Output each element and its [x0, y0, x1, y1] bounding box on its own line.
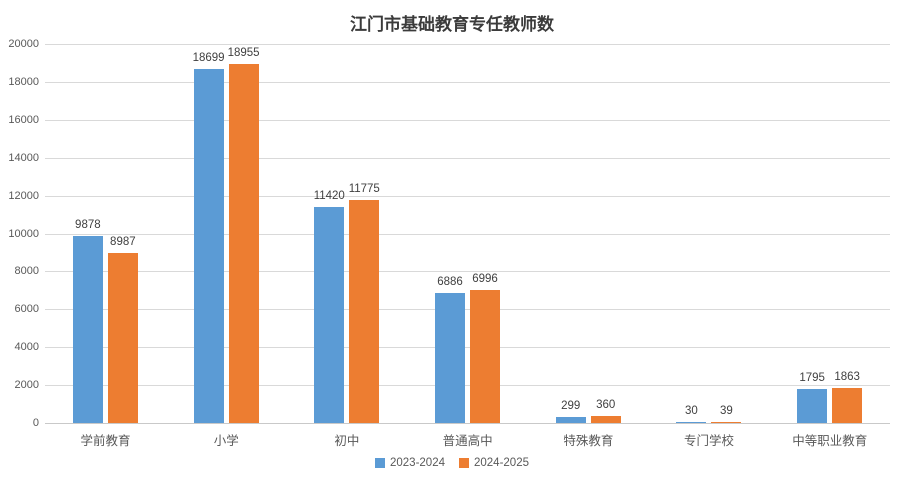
bar-value-label: 18955	[227, 46, 260, 59]
bar-2023-2024	[435, 292, 465, 423]
legend: 2023-2024 2024-2025	[0, 457, 904, 469]
y-tick-label: 0	[32, 417, 39, 429]
category-label: 初中	[334, 434, 360, 448]
bar-2024-2025	[832, 387, 863, 423]
x-axis-line	[45, 423, 890, 424]
bar-2024-2025	[228, 63, 259, 423]
y-tick-label: 10000	[8, 227, 39, 240]
chart-title: 江门市基础教育专任教师数	[350, 15, 554, 35]
category-label: 专门学校	[684, 434, 735, 448]
bar-2023-2024	[314, 206, 345, 423]
legend-swatch-icon	[375, 458, 385, 468]
bar-2024-2025	[107, 252, 138, 423]
gridline	[45, 81, 890, 83]
category-label: 特殊教育	[563, 434, 614, 448]
legend-label: 2024-2025	[474, 457, 529, 469]
legend-swatch-icon	[459, 458, 469, 468]
bar-value-label: 30	[685, 405, 698, 417]
gridline	[45, 157, 890, 159]
bar-2024-2025	[590, 416, 621, 423]
category-label: 中等职业教育	[792, 434, 868, 448]
bar-value-label: 1863	[834, 370, 860, 383]
bar-2023-2024	[72, 235, 103, 423]
y-tick-label: 4000	[14, 341, 39, 354]
bar-2023-2024	[193, 68, 224, 423]
gridline	[45, 44, 890, 45]
bar-2024-2025	[349, 199, 380, 423]
category-label: 小学	[213, 434, 239, 448]
bar-value-label: 1795	[799, 371, 825, 384]
bar-value-label: 9878	[75, 218, 101, 231]
legend-item: 2023-2024	[375, 457, 445, 469]
bar-value-label: 360	[596, 399, 616, 412]
gridline	[45, 309, 890, 311]
bar-2023-2024	[676, 422, 707, 423]
category-label: 普通高中	[442, 434, 493, 448]
gridline	[45, 233, 890, 235]
bar-value-label: 39	[720, 405, 733, 417]
bar-value-label: 8987	[110, 235, 136, 248]
bar-2023-2024	[555, 417, 586, 423]
y-tick-label: 8000	[14, 265, 39, 278]
bar-value-label: 299	[561, 400, 581, 413]
y-tick-label: 6000	[14, 303, 39, 316]
bar-value-label: 11420	[313, 189, 345, 202]
y-tick-label: 20000	[8, 38, 39, 50]
gridline	[45, 119, 890, 121]
bar-value-label: 18699	[192, 51, 225, 64]
bar-value-label: 6886	[437, 275, 463, 288]
gridline	[45, 347, 890, 349]
y-tick-label: 18000	[8, 75, 39, 88]
gridline	[45, 385, 890, 387]
bar-value-label: 11775	[348, 182, 380, 195]
gridline	[45, 195, 890, 197]
y-tick-label: 16000	[8, 113, 39, 126]
legend-label: 2023-2024	[390, 457, 445, 469]
y-tick-label: 14000	[8, 151, 39, 164]
y-tick-label: 12000	[8, 189, 39, 202]
bar-2024-2025	[470, 290, 500, 423]
category-label: 学前教育	[80, 434, 131, 448]
bar-value-label: 6996	[472, 273, 498, 286]
bar-2024-2025	[711, 422, 742, 423]
legend-item: 2024-2025	[459, 457, 529, 469]
gridline	[45, 271, 890, 273]
bar-2023-2024	[797, 388, 828, 423]
y-tick-label: 2000	[14, 379, 39, 392]
